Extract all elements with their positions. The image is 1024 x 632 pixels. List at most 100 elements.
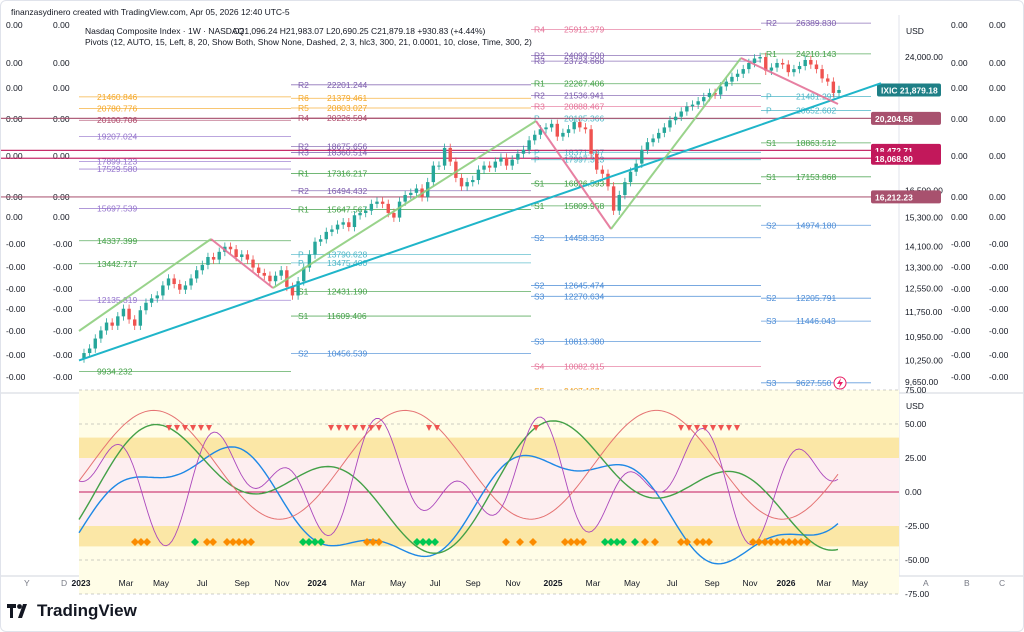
pivot-right-value: 18863.512 (796, 138, 836, 148)
tradingview-brand[interactable]: TradingView (7, 601, 137, 621)
osc-bottom-marker (699, 538, 707, 546)
right-scale-a-label: 0.00 (951, 192, 968, 202)
osc-purple-line (78, 416, 839, 547)
pivot-mid-value: 21536.941 (564, 91, 604, 101)
candle-body (397, 201, 402, 218)
candle-body (178, 284, 182, 290)
osc-bottom-marker (797, 538, 805, 546)
pivot-left-label: R5 (298, 103, 309, 113)
candle-body (786, 64, 790, 73)
pivot-right-value: 20652.602 (796, 106, 836, 116)
osc-top-marker (344, 425, 350, 431)
left-scale-a-label: 0.00 (6, 151, 23, 161)
osc-bottom-marker (607, 538, 615, 546)
candle-body (606, 173, 610, 187)
candle-body (651, 138, 655, 143)
candle-body (504, 157, 509, 166)
zigzag-segment (210, 238, 274, 289)
candle-body (392, 212, 396, 218)
pivot-left-value: 13442.717 (97, 259, 137, 269)
candle-body (521, 149, 526, 154)
level-tag-bg (871, 190, 941, 204)
level-tag-text: 20,204.58 (875, 114, 913, 124)
candle-body (707, 92, 712, 98)
osc-bottom-marker (516, 538, 524, 546)
candle-body (296, 281, 300, 296)
candle-body (769, 67, 774, 71)
candle-body (459, 177, 464, 187)
candle-body (347, 222, 351, 228)
pivot-right-value: 9627.550 (796, 378, 832, 388)
candle-body (820, 69, 824, 79)
osc-bottom-marker (791, 538, 799, 546)
candle-body (211, 256, 216, 260)
time-axis-label: Jul (197, 578, 208, 588)
candle-body (589, 129, 593, 154)
candle-body (93, 338, 97, 349)
candle-body (341, 222, 345, 225)
osc-bottom-marker (131, 538, 139, 546)
left-scale-b-label: 0.00 (53, 83, 70, 93)
candle-body (735, 73, 740, 77)
candle-body (330, 229, 334, 232)
time-axis-label: Mar (586, 578, 601, 588)
pivot-left-label: S1 (298, 311, 309, 321)
bolt-icon (837, 378, 843, 388)
osc-top-marker (328, 425, 334, 431)
candle-body (149, 298, 154, 303)
pivot-left-value: 14337.399 (97, 236, 137, 246)
candle-body (685, 106, 689, 112)
osc-axis-label: -75.00 (905, 589, 929, 599)
candle-body (487, 165, 492, 168)
pivot-mid-label: P (534, 155, 540, 165)
candle-body (718, 86, 723, 95)
candle-body (775, 62, 779, 68)
pivot-left-value: 17316.217 (327, 168, 367, 178)
time-axis-label: Mar (351, 578, 366, 588)
candle-body (99, 330, 103, 339)
pivot-mid-label: S1 (534, 201, 545, 211)
price-tick-label: 13,300.00 (905, 263, 943, 273)
time-axis-label: Mar (817, 578, 832, 588)
osc-bottom-marker (419, 538, 427, 546)
candle-body (262, 272, 266, 276)
osc-top-marker (686, 425, 692, 431)
left-scale-a-label: 0.00 (6, 83, 23, 93)
osc-top-marker (360, 425, 366, 431)
left-scale-a-label: -0.00 (6, 284, 26, 294)
pivot-left-value: 9934.232 (97, 367, 133, 377)
candle-body (155, 295, 159, 299)
candle-body (409, 192, 413, 196)
osc-top-marker (702, 425, 708, 431)
pivot-left-label: R6 (298, 93, 309, 103)
time-axis-label: May (852, 578, 869, 588)
osc-bottom-marker (375, 538, 383, 546)
osc-axis-label: 0.00 (905, 487, 922, 497)
right-scale-a-label: -0.00 (951, 239, 971, 249)
candle-body (465, 182, 469, 187)
osc-green-line (78, 420, 839, 554)
price-chart[interactable]: 0.00 0.00 0.00 0.00 0.00 0.00 0.00 0.00 0.00 0.00… (1, 1, 1024, 601)
osc-top-marker (190, 425, 196, 431)
osc-bottom-marker (143, 538, 151, 546)
candle-body (493, 161, 498, 168)
osc-top-marker (710, 425, 716, 431)
candle-body (780, 62, 785, 65)
candle-body (673, 116, 678, 121)
candle-body (611, 186, 616, 211)
pivot-left-value: 22201.244 (327, 80, 367, 90)
candle-body (561, 132, 565, 137)
candle-body (679, 111, 683, 117)
oscillator-currency: USD (906, 401, 924, 411)
osc-top-marker (376, 425, 382, 431)
right-scale-b-label: -0.00 (989, 350, 1009, 360)
left-scale-b-label: -0.00 (53, 350, 73, 360)
corner-label-y: Y (24, 578, 30, 588)
candle-body (133, 319, 137, 326)
pivot-mid-label: R2 (534, 91, 545, 101)
candle-body (566, 129, 571, 133)
pivot-right-label: S2 (766, 220, 777, 230)
time-axis-label: Nov (742, 578, 758, 588)
right-scale-a-label: -0.00 (951, 304, 971, 314)
right-scale-b-label: 0.00 (989, 114, 1006, 124)
